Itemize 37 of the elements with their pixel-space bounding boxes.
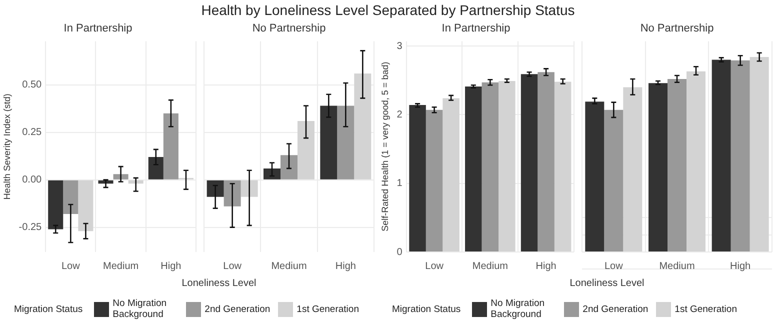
legend-label: No Migration Background <box>490 298 546 320</box>
legend-label: 1st Generation <box>674 304 737 314</box>
legend-title: Migration Status <box>14 304 83 314</box>
chart-title: No Partnership <box>640 22 714 35</box>
x-tick-label: Low <box>604 260 624 272</box>
y-tick-label: 0.00 <box>22 174 42 186</box>
legend-label: 2nd Generation <box>582 304 648 314</box>
x-axis-title: Loneliness Level <box>180 278 258 289</box>
chart-title: In Partnership <box>442 22 510 35</box>
y-tick-label: 3 <box>396 40 403 52</box>
x-tick-label: Medium <box>271 260 307 272</box>
legend-label: No Migration Background <box>112 298 168 320</box>
y-tick-label: -0.25 <box>18 222 42 234</box>
x-tick-label: High <box>335 260 356 272</box>
x-tick-label: Low <box>223 260 242 272</box>
x-axis-title: Loneliness Level <box>568 278 646 289</box>
y-tick-label: 1 <box>396 178 403 190</box>
y-axis-title: Self-Rated Health (1 = very good, 5 = bad) <box>380 62 390 232</box>
legend-label: 1st Generation <box>296 304 359 314</box>
x-tick-label: Low <box>61 260 81 272</box>
x-tick-label: Medium <box>103 260 139 272</box>
y-tick-label: 2 <box>396 109 403 120</box>
y-tick-label: 0.25 <box>22 127 42 138</box>
legend-title: Migration Status <box>392 304 461 314</box>
x-tick-label: High <box>160 260 182 272</box>
x-tick-label: High <box>536 260 556 272</box>
x-tick-label: High <box>730 260 751 272</box>
x-tick-label: Medium <box>659 260 695 272</box>
x-tick-label: Medium <box>472 260 508 272</box>
x-tick-label: Low <box>425 260 444 272</box>
y-axis-title: Health Severity Index (std) <box>2 94 12 200</box>
text: Health by Loneliness Level Separated by Partnership Status <box>200 2 576 18</box>
chart-title: In Partnership <box>64 22 132 35</box>
legend-label: 2nd Generation <box>204 304 270 314</box>
y-tick-label: 0 <box>396 246 403 258</box>
y-tick-label: 0.50 <box>22 80 42 91</box>
chart-title: No Partnership <box>252 22 326 35</box>
